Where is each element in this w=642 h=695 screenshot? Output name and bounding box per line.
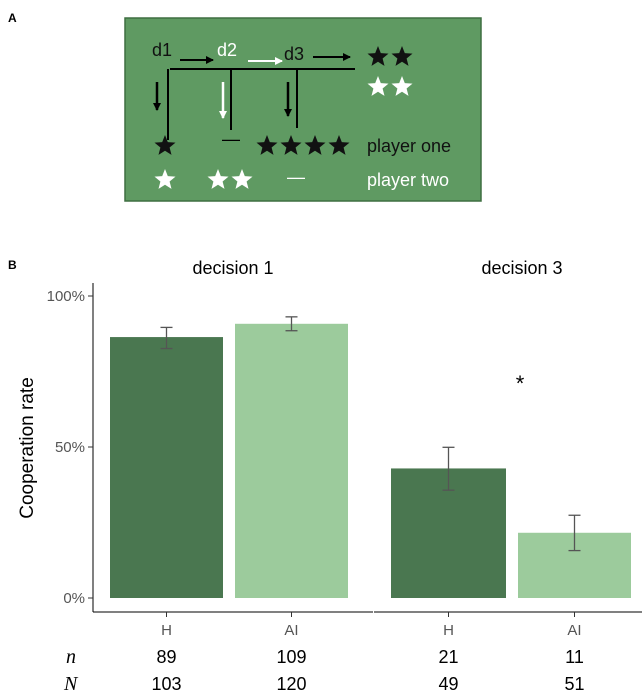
dash-player-one-d2: — bbox=[222, 129, 240, 149]
y-axis-title: Cooperation rate bbox=[17, 377, 38, 519]
count-n-value: 11 bbox=[565, 647, 584, 667]
player-two-payoff-star-3 bbox=[391, 76, 413, 96]
count-N-value: 103 bbox=[151, 674, 181, 694]
bar-chart: 0% 50% 100% H 89 103 AI 109 120 H 21 49 AI 11 51 bbox=[47, 283, 642, 694]
decision-label-d3: d3 bbox=[284, 44, 304, 64]
facet-title-decision-1: decision 1 bbox=[192, 258, 273, 278]
error-bar-decision-3-H bbox=[442, 446, 455, 491]
game-tree-box bbox=[124, 17, 482, 202]
player-two-label: player two bbox=[367, 170, 449, 190]
facet-title-decision-3: decision 3 bbox=[481, 258, 562, 278]
error-bar-decision-3-AI bbox=[568, 514, 581, 552]
error-bar-decision-1-H bbox=[160, 326, 173, 350]
decision-label-d1: d1 bbox=[152, 40, 172, 60]
player-one-payoff-star-11 bbox=[328, 135, 350, 155]
player-one-payoff-star-1 bbox=[391, 46, 413, 66]
player-one-payoff-star-10 bbox=[304, 135, 326, 155]
count-N-value: 120 bbox=[276, 674, 306, 694]
x-tick-label: H bbox=[161, 622, 172, 639]
player-one-label: player one bbox=[367, 136, 451, 156]
y-tick-label: 0% bbox=[63, 590, 85, 607]
count-n-value: 21 bbox=[438, 647, 458, 667]
decision-label-d2: d2 bbox=[217, 40, 237, 60]
count-n-value: 109 bbox=[276, 647, 306, 667]
player-two-payoff-star-5 bbox=[154, 169, 176, 189]
count-n-value: 89 bbox=[156, 647, 176, 667]
x-tick-label: AI bbox=[284, 622, 298, 639]
y-tick-label: 50% bbox=[55, 439, 85, 456]
payoff-stars bbox=[154, 46, 413, 189]
dash-player-two-d3: — bbox=[287, 167, 305, 187]
count-N-value: 49 bbox=[438, 674, 458, 694]
panel-a-letter: A bbox=[8, 11, 17, 25]
player-one-payoff-star-4 bbox=[154, 135, 176, 155]
error-bar-decision-1-AI bbox=[285, 316, 298, 332]
count-row-label-N: N bbox=[63, 673, 79, 695]
y-tick-label: 100% bbox=[47, 288, 85, 305]
count-row-label-n: n bbox=[66, 646, 76, 668]
significance-marker: * bbox=[516, 371, 525, 396]
player-two-payoff-star-7 bbox=[231, 169, 253, 189]
bar-decision-1-AI bbox=[235, 323, 348, 598]
player-one-payoff-star-0 bbox=[367, 46, 389, 66]
player-two-payoff-star-6 bbox=[207, 169, 229, 189]
count-N-value: 51 bbox=[564, 674, 584, 694]
x-tick-label: AI bbox=[567, 622, 581, 639]
player-one-payoff-star-8 bbox=[256, 135, 278, 155]
bar-decision-1-H bbox=[110, 337, 223, 598]
panel-b-letter: B bbox=[8, 258, 17, 272]
player-one-payoff-star-9 bbox=[280, 135, 302, 155]
player-two-payoff-star-2 bbox=[367, 76, 389, 96]
x-tick-label: H bbox=[443, 622, 454, 639]
